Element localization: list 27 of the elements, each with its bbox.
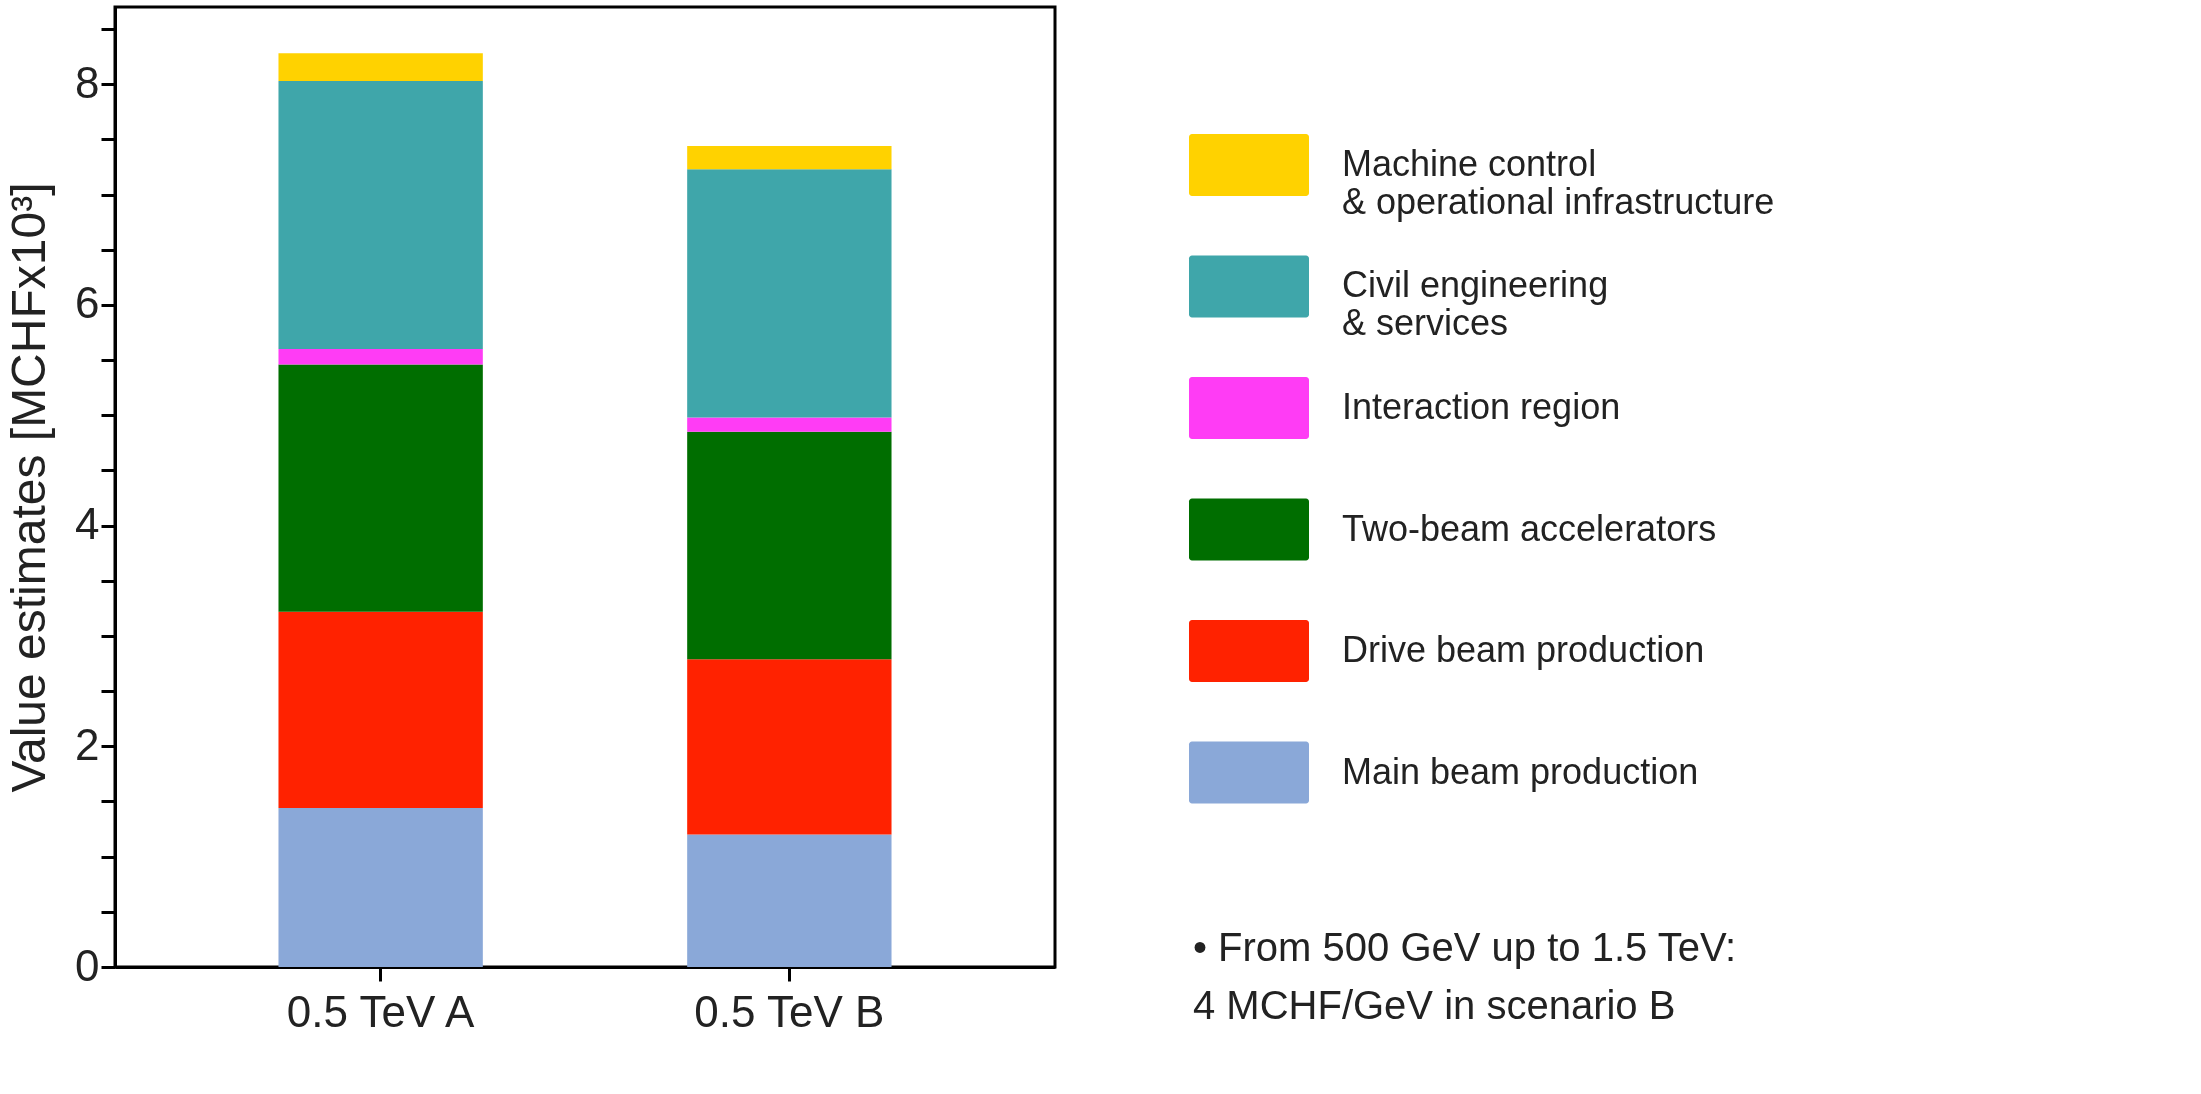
bar [687,834,892,967]
bar [278,349,483,365]
legend-label: Civil engineering & services [1342,264,1609,344]
bar [278,611,483,809]
y-tick-label: 2 [75,719,100,769]
y-axis-title: Value estimates [MCHFx10³] [2,182,56,793]
legend-label: Machine control & operational infrastructure [1342,142,1775,222]
bar [687,169,892,418]
y-tick-label: 4 [75,499,100,549]
legend-label: Drive beam production [1342,629,1705,671]
bar [278,808,483,967]
y-tick-label: 0 [75,940,100,990]
bar [687,659,892,835]
bar [687,417,892,432]
y-tick-label: 8 [75,57,100,107]
bar [687,146,892,170]
legend-label: Two-beam accelerators [1342,507,1717,549]
bar [278,364,483,612]
bar [687,431,892,660]
bar [278,53,483,81]
text: • From 500 GeV up to 1.5 TeV: 4 MCHF/GeV in scenario B [1193,924,1737,1027]
y-tick-label: 6 [75,278,100,328]
x-tick-label: 0.5 TeV A [286,986,476,1036]
legend-label: Interaction region [1342,386,1621,428]
bar [278,80,483,350]
legend-label: Main beam production [1342,750,1699,792]
x-tick-label: 0.5 TeV B [694,986,885,1036]
